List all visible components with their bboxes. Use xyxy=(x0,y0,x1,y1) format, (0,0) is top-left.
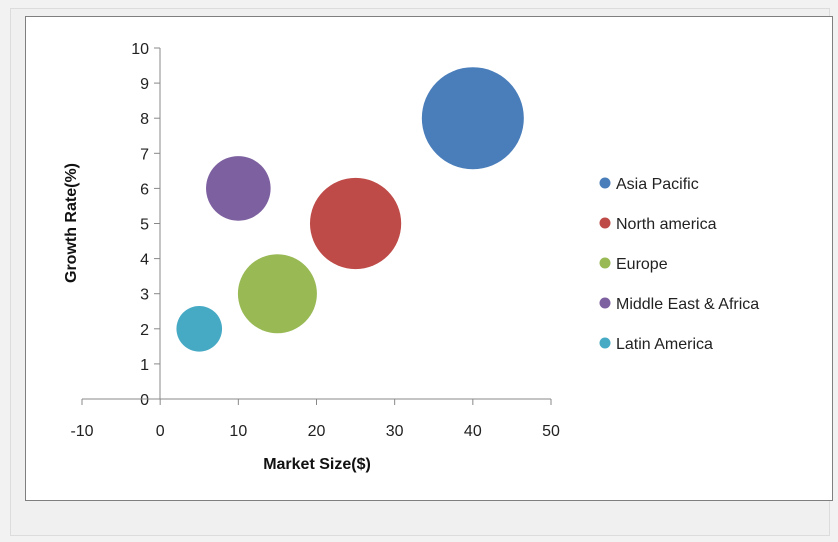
y-tick-label: 10 xyxy=(131,41,149,58)
x-tick-label: 40 xyxy=(464,423,482,440)
y-tick-label: 7 xyxy=(140,146,149,163)
y-tick-label: 3 xyxy=(140,287,149,304)
legend: Asia Pacific North america Europe Middle Ea… xyxy=(599,176,759,353)
y-axis-label: Growth Rate(%) xyxy=(63,163,80,283)
y-tick-label: 1 xyxy=(140,357,149,374)
x-axis-label: Market Size($) xyxy=(263,456,371,473)
y-tick-label: 6 xyxy=(140,181,149,198)
y-tick-label: 2 xyxy=(140,322,149,339)
legend-label-asia-pacific: Asia Pacific xyxy=(616,176,699,193)
bubble-north-america[interactable] xyxy=(309,177,402,270)
bubble-middle-east-africa[interactable] xyxy=(206,156,271,221)
y-axis: 0 1 2 3 4 5 6 7 8 9 10 xyxy=(131,41,161,409)
bubble-asia-pacific[interactable] xyxy=(421,67,524,170)
legend-marker-latin-america xyxy=(599,337,611,349)
y-tick-label: 9 xyxy=(140,76,149,93)
legend-label-latin-america: Latin America xyxy=(616,336,713,353)
y-tick-label: 0 xyxy=(140,392,149,409)
bubble-europe[interactable] xyxy=(237,254,317,334)
x-tick-label: 50 xyxy=(542,423,560,440)
y-tick-label: 8 xyxy=(140,111,149,128)
legend-marker-middle-east-africa xyxy=(599,297,611,309)
x-tick-label: -10 xyxy=(70,423,93,440)
legend-label-europe: Europe xyxy=(616,256,668,273)
bubbles xyxy=(176,67,524,352)
bubble-latin-america[interactable] xyxy=(176,306,223,352)
x-tick-label: 30 xyxy=(386,423,404,440)
x-tick-label: 0 xyxy=(156,423,165,440)
y-tick-label: 5 xyxy=(140,217,149,234)
legend-label-middle-east-africa: Middle East & Africa xyxy=(616,296,759,313)
legend-marker-europe xyxy=(599,257,611,269)
legend-label-north-america: North america xyxy=(616,216,717,233)
legend-marker-north-america xyxy=(599,217,611,229)
y-tick-label: 4 xyxy=(140,252,149,269)
x-axis: -10 0 10 20 30 40 50 xyxy=(70,398,560,440)
x-tick-label: 10 xyxy=(229,423,247,440)
x-tick-label: 20 xyxy=(308,423,326,440)
legend-marker-asia-pacific xyxy=(599,177,611,189)
